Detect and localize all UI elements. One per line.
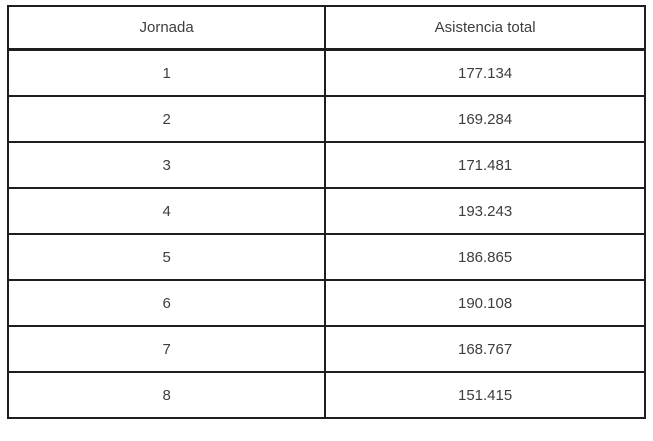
jornada-cell: 3	[6, 141, 327, 189]
asistencia-cell: 171.481	[324, 141, 646, 189]
table-row: 1 177.134	[6, 48, 646, 97]
asistencia-cell: 169.284	[324, 95, 646, 143]
jornada-cell: 5	[6, 233, 327, 281]
jornada-cell: 2	[6, 95, 327, 143]
asistencia-cell: 177.134	[324, 48, 646, 97]
asistencia-cell: 190.108	[324, 279, 646, 327]
asistencia-cell: 168.767	[324, 325, 646, 373]
asistencia-cell: 193.243	[324, 187, 646, 235]
table-row: 8 151.415	[6, 371, 646, 419]
jornada-cell: 4	[6, 187, 327, 235]
table-row: 4 193.243	[6, 187, 646, 235]
table-row: 6 190.108	[6, 279, 646, 327]
column-header-asistencia-total: Asistencia total	[324, 5, 646, 51]
asistencia-cell: 151.415	[324, 371, 646, 419]
jornada-cell: 1	[6, 48, 327, 97]
table-row: 3 171.481	[6, 141, 646, 189]
jornada-cell: 7	[6, 325, 327, 373]
asistencia-cell: 186.865	[324, 233, 646, 281]
table-row: 5 186.865	[6, 233, 646, 281]
table-body: 1 177.134 2 169.284 3 171.481 4 193.243 …	[6, 48, 646, 419]
column-header-jornada: Jornada	[6, 5, 327, 51]
jornada-cell: 8	[6, 371, 327, 419]
header-row: Jornada Asistencia total	[6, 5, 646, 51]
table-row: 2 169.284	[6, 95, 646, 143]
attendance-table: Jornada Asistencia total 1 177.134 2 169…	[6, 5, 646, 419]
jornada-cell: 6	[6, 279, 327, 327]
table-row: 7 168.767	[6, 325, 646, 373]
table-header: Jornada Asistencia total	[6, 5, 646, 51]
